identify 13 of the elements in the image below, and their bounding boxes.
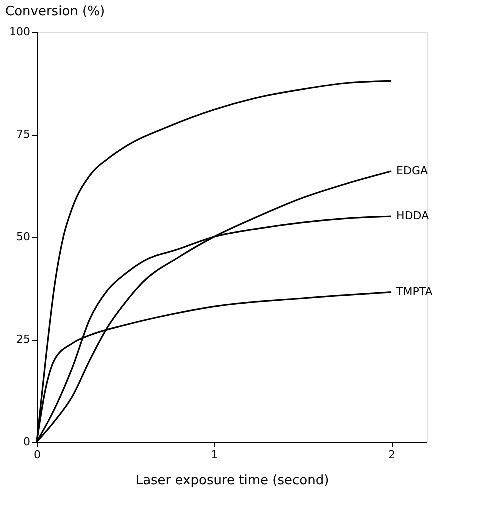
x-tick-label: 2 (388, 448, 396, 462)
x-tick-label: 1 (211, 448, 218, 462)
x-tick-label: 0 (34, 448, 41, 462)
y-axis-title: Conversion (%) (6, 4, 106, 20)
x-axis-title: Laser exposure time (second) (136, 474, 330, 488)
series-label: EDGA (396, 164, 428, 178)
series-label: HDDA (396, 210, 430, 222)
y-tick-label: 0 (24, 436, 30, 448)
y-tick-label: 25 (16, 333, 30, 346)
series-label: TMPTA (396, 285, 434, 298)
y-tick-label: 100 (10, 26, 30, 38)
y-tick-label: 75 (16, 128, 30, 141)
y-tick-label: 50 (16, 230, 30, 244)
